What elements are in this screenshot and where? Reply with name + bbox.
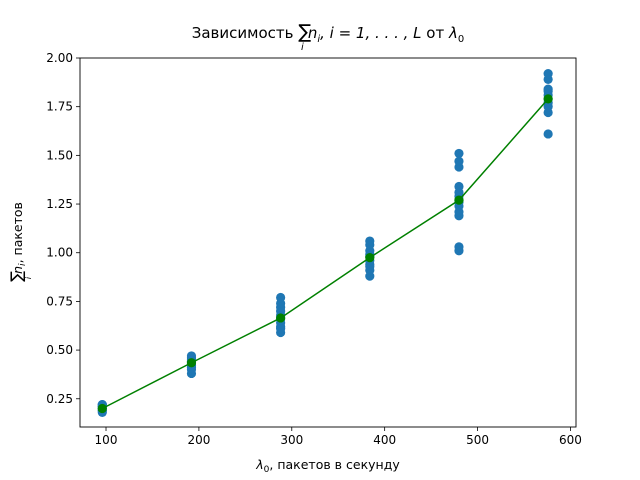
x-tick-label: 600	[559, 433, 582, 447]
mean-point	[365, 252, 375, 263]
title-range: , i = 1, . . . , L	[320, 24, 421, 42]
ylabel-n: n	[10, 266, 25, 274]
y-axis: 0.25 0.50 0.75 1.00 1.25 1.50 1.75 2.00	[46, 51, 80, 406]
title-sum-symbol: ∑	[298, 21, 311, 43]
x-axis-label: λ0, пакетов в секунду	[255, 457, 400, 475]
xlabel-lambda-sub: 0	[264, 465, 270, 475]
scatter-point	[454, 242, 464, 252]
title-n: n	[308, 24, 318, 42]
ylabel-n-sub: i	[18, 263, 28, 266]
mean-line	[101, 98, 549, 410]
x-tick-label: 400	[373, 433, 396, 447]
scatter-point	[365, 236, 375, 246]
ylabel-text: , пакетов	[10, 202, 25, 263]
scatter-point	[276, 292, 286, 303]
scatter-point	[365, 261, 375, 271]
title-lambda-sub: 0	[458, 34, 464, 45]
x-axis: 100 200 300 400 500 600	[95, 427, 582, 447]
x-tick-label: 200	[187, 433, 210, 447]
scatter-point	[543, 68, 553, 79]
mean-point	[276, 313, 286, 323]
xlabel-lambda: λ	[255, 457, 263, 472]
y-tick-label: 1.50	[46, 148, 73, 162]
plot-frame	[79, 57, 577, 428]
x-tick-label: 500	[466, 433, 489, 447]
title-lambda: λ	[448, 24, 458, 42]
mean-point	[454, 195, 464, 205]
title-from-word: от	[422, 24, 449, 42]
title-prefix: Зависимость	[192, 24, 298, 42]
title-sum-index: i	[301, 42, 304, 53]
y-axis-label: ∑ini, пакетов	[7, 202, 33, 282]
y-tick-label: 0.75	[46, 294, 73, 308]
ylabel-sum-index: i	[24, 276, 33, 279]
title-n-sub: i	[317, 34, 320, 45]
x-tick-label: 100	[95, 433, 118, 447]
scatter-point	[543, 86, 553, 96]
y-tick-label: 2.00	[46, 51, 73, 65]
y-tick-label: 1.75	[46, 100, 73, 114]
y-tick-label: 1.00	[46, 246, 73, 260]
scatter-point	[543, 129, 553, 139]
scatter-point	[454, 181, 464, 192]
mean-point	[186, 358, 197, 368]
ylabel-sum-symbol: ∑	[7, 271, 26, 282]
scatter-point	[276, 324, 286, 334]
x-tick-label: 300	[280, 433, 303, 447]
y-tick-label: 1.25	[46, 197, 73, 211]
y-tick-label: 0.50	[46, 343, 73, 357]
scatter-point	[454, 148, 464, 159]
scatter-point	[454, 156, 464, 166]
plot-content	[97, 68, 553, 417]
chart-title: Зависимость ∑ ini, i = 1, . . . , L от λ0	[192, 21, 464, 53]
mean-point	[543, 94, 553, 104]
y-tick-label: 0.25	[46, 392, 73, 406]
xlabel-text: , пакетов в секунду	[269, 457, 400, 472]
mean-point	[97, 403, 107, 414]
